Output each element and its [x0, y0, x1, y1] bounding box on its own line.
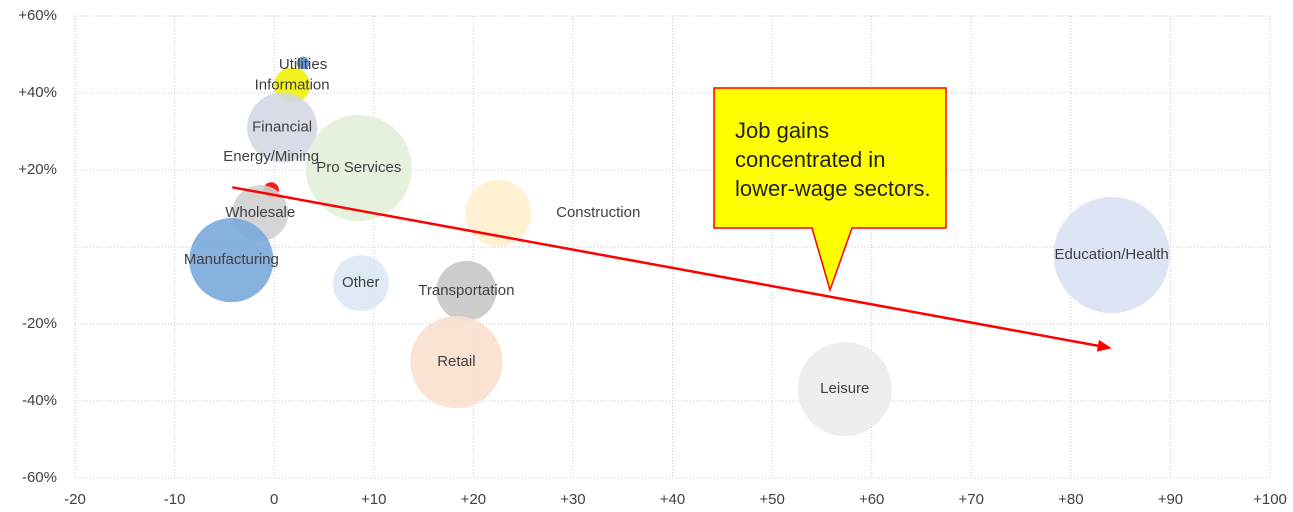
bubble — [797, 341, 892, 437]
callout-text: concentrated in — [735, 147, 885, 172]
bubble — [332, 255, 389, 312]
arrow-head — [1096, 339, 1112, 352]
bubble-label: Construction — [556, 204, 640, 221]
bubble-label: Financial — [252, 119, 312, 136]
x-tick-label: +40 — [660, 491, 685, 508]
callout-text: Job gains — [735, 118, 829, 143]
trend-arrow — [232, 186, 1099, 347]
bubble-label: Other — [342, 274, 380, 291]
x-tick-label: +20 — [461, 491, 486, 508]
bubble — [189, 218, 274, 303]
bubble-label: Energy/Mining — [223, 148, 319, 165]
y-tick-label: -40% — [22, 392, 57, 409]
bubble — [305, 114, 412, 222]
bubble-label: Retail — [437, 353, 475, 370]
bubble — [1053, 196, 1170, 314]
x-tick-label: +60 — [859, 491, 884, 508]
y-tick-label: -20% — [22, 315, 57, 332]
bubble-label: Education/Health — [1055, 246, 1169, 263]
x-tick-label: +90 — [1158, 491, 1183, 508]
x-tick-label: +10 — [361, 491, 386, 508]
x-tick-label: 0 — [270, 491, 278, 508]
x-tick-label: +70 — [959, 491, 984, 508]
bubble-label: Pro Services — [316, 159, 401, 176]
bubble — [465, 180, 532, 247]
y-tick-label: +60% — [18, 7, 57, 24]
y-tick-label: +40% — [18, 84, 57, 101]
callout-text: lower-wage sectors. — [735, 176, 931, 201]
bubble-label: Wholesale — [225, 204, 295, 221]
x-tick-label: -20 — [64, 491, 86, 508]
y-tick-label: +20% — [18, 161, 57, 178]
bubble-label: Utilities — [279, 56, 327, 73]
y-tick-label: -60% — [22, 469, 57, 486]
bubble-label: Leisure — [820, 380, 869, 397]
x-tick-label: +100 — [1253, 491, 1287, 508]
x-tick-label: -10 — [164, 491, 186, 508]
bubble-label: Information — [255, 76, 330, 93]
x-tick-label: +30 — [560, 491, 585, 508]
bubble — [436, 260, 497, 321]
callout-box — [713, 87, 947, 293]
bubble — [410, 315, 503, 409]
bubble-label: Manufacturing — [184, 251, 279, 268]
bubble-label: Transportation — [418, 282, 514, 299]
x-tick-label: +50 — [759, 491, 784, 508]
bubble — [296, 56, 310, 70]
x-tick-label: +80 — [1058, 491, 1083, 508]
bubble — [247, 92, 318, 163]
